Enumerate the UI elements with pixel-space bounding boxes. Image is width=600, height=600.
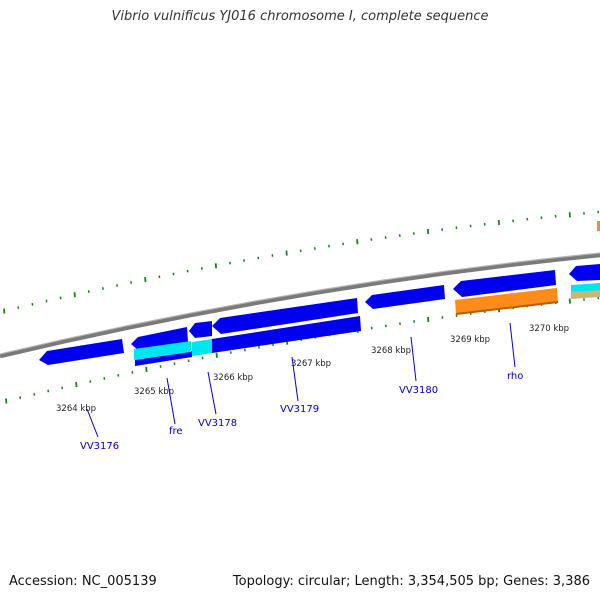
accession-label: Accession: NC_005139 xyxy=(9,574,157,589)
gene-label-fre[interactable]: fre xyxy=(169,426,183,437)
feature-edge-cyan[interactable] xyxy=(571,283,600,292)
feature-fre-cyan[interactable] xyxy=(134,341,191,360)
tick-label-3266: 3266 kbp xyxy=(213,373,253,383)
gene-VV3179[interactable] xyxy=(212,316,361,353)
tick-label-3268: 3268 kbp xyxy=(371,346,411,356)
gene-label-VV3178[interactable]: VV3178 xyxy=(198,418,237,429)
outer-tick-ring xyxy=(3,210,600,314)
gene-VV3178[interactable] xyxy=(212,298,358,334)
gene-label-VV3180[interactable]: VV3180 xyxy=(399,385,438,396)
gene-VV3176[interactable] xyxy=(39,339,124,365)
tick-label-3267: 3267 kbp xyxy=(291,359,331,369)
tick-label-3264: 3264 kbp xyxy=(56,404,96,414)
gene-label-rho[interactable]: rho xyxy=(507,371,523,382)
gene-rho[interactable] xyxy=(455,288,558,314)
gene-fre[interactable] xyxy=(131,327,188,351)
gene-label-VV3179[interactable]: VV3179 xyxy=(280,404,319,415)
feature-edge-orange[interactable] xyxy=(597,221,600,231)
gene-edge[interactable] xyxy=(569,264,600,281)
tick-labels: 3264 kbp 3265 kbp 3266 kbp 3267 kbp 3268… xyxy=(56,324,569,414)
tick-label-3270: 3270 kbp xyxy=(529,324,569,334)
gene-label-VV3176[interactable]: VV3176 xyxy=(80,441,119,452)
topology-summary: Topology: circular; Length: 3,354,505 bp… xyxy=(232,574,590,589)
map-title: Vibrio vulnificus YJ016 chromosome I, co… xyxy=(111,9,489,24)
gene-label-leaders xyxy=(86,322,516,438)
gene-VV3180[interactable] xyxy=(365,285,445,309)
feature-edge-tan[interactable] xyxy=(571,290,600,299)
chromosome-backbone xyxy=(0,252,600,359)
feature-VV3178-cyan[interactable] xyxy=(192,339,212,356)
gene-VV3178-small[interactable] xyxy=(189,321,212,338)
gene-fre-lower[interactable] xyxy=(135,351,192,366)
tick-label-3269: 3269 kbp xyxy=(450,335,490,345)
gene-VV3181[interactable] xyxy=(453,270,556,297)
tick-label-3265: 3265 kbp xyxy=(134,387,174,397)
gene-labels: VV3176 fre VV3178 VV3179 VV3180 rho xyxy=(80,371,523,452)
rho-shadow xyxy=(455,301,559,315)
